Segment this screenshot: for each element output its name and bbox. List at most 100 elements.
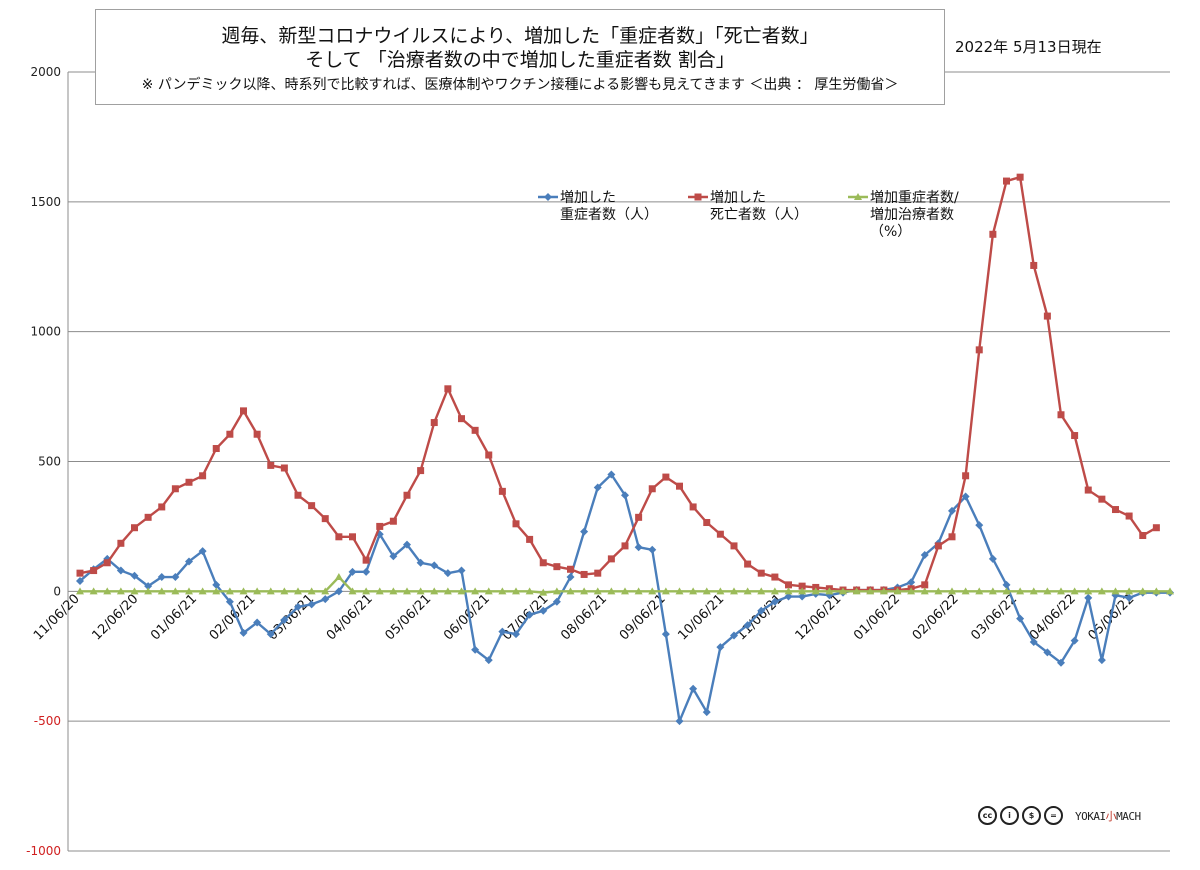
data-point (1043, 312, 1051, 320)
y-tick-label: 1000 (30, 325, 61, 339)
data-point (280, 615, 289, 624)
data-point (594, 569, 602, 577)
data-point (661, 630, 670, 639)
data-point (743, 587, 752, 595)
data-point (648, 485, 656, 493)
legend-label: 死亡者数（人） (710, 207, 808, 223)
data-point (962, 472, 970, 480)
data-point (198, 547, 207, 556)
data-point (1138, 587, 1147, 595)
data-point (948, 506, 956, 515)
data-point (580, 527, 589, 536)
data-point (417, 467, 425, 475)
data-point (321, 587, 330, 595)
y-tick-label: 500 (38, 455, 61, 469)
data-point (266, 630, 275, 639)
data-point (103, 559, 111, 567)
data-point (1152, 524, 1160, 532)
data-point (716, 530, 724, 538)
data-point (1125, 512, 1133, 520)
data-point (389, 587, 398, 595)
data-point (784, 587, 793, 595)
data-point (1098, 495, 1106, 503)
data-point (539, 606, 548, 615)
data-point (1030, 261, 1038, 269)
data-point (1097, 656, 1106, 665)
data-point (389, 552, 398, 561)
data-point (730, 631, 738, 640)
data-point (158, 503, 166, 511)
data-point (199, 472, 207, 480)
data-point (403, 540, 411, 549)
data-point (225, 597, 234, 606)
data-point (730, 587, 738, 595)
data-point (770, 597, 779, 606)
data-point (335, 533, 343, 541)
data-point (839, 587, 847, 595)
data-point (1084, 486, 1092, 494)
noderivatives-icon: = (1044, 806, 1063, 825)
data-point (144, 513, 152, 521)
data-point (389, 517, 397, 525)
data-point (457, 587, 466, 595)
chart-title-line1: 週毎、新型コロナウイルスにより、増加した「重症者数」「死亡者数」 (221, 25, 819, 47)
data-point (171, 573, 180, 582)
brand-mid: 小 (1105, 810, 1117, 823)
data-point (157, 573, 166, 582)
data-point (566, 587, 575, 595)
data-point (240, 407, 247, 415)
data-point (553, 563, 561, 571)
data-point (171, 587, 180, 595)
data-point (1043, 648, 1052, 657)
data-point (552, 587, 561, 595)
data-point (635, 513, 643, 521)
data-point (825, 587, 834, 595)
data-point (512, 587, 520, 595)
data-point (130, 571, 139, 580)
data-point (526, 535, 534, 543)
data-point (116, 587, 125, 595)
x-tick-label: 04/06/21 (324, 592, 376, 644)
data-point (185, 478, 193, 486)
data-point (89, 587, 98, 595)
data-point (144, 582, 153, 591)
data-point (76, 569, 84, 577)
data-point (757, 606, 766, 615)
data-point (566, 573, 575, 582)
data-point (784, 592, 793, 601)
legend-marker (854, 193, 862, 200)
data-point (321, 515, 329, 523)
data-point (307, 587, 316, 595)
data-point (226, 430, 234, 438)
data-point (661, 587, 670, 595)
data-point (253, 618, 262, 627)
data-point (416, 558, 425, 567)
legend-marker (544, 193, 552, 201)
data-point (349, 533, 356, 541)
data-point (457, 566, 466, 575)
data-point (702, 587, 711, 595)
data-point (512, 520, 520, 528)
data-point (988, 554, 997, 563)
data-point (1057, 658, 1065, 667)
data-point (280, 464, 288, 472)
chart-title-line2: そして 「治療者数の中で増加した重症者数 割合」 (305, 49, 735, 71)
noncommercial-icon: $ (1022, 806, 1041, 825)
data-point (770, 587, 779, 595)
data-point (1166, 587, 1174, 595)
data-point (485, 451, 493, 459)
x-tick-label: 10/06/21 (675, 592, 727, 644)
data-point (961, 492, 970, 501)
data-point (1125, 587, 1134, 595)
data-point (552, 597, 561, 606)
legend-label: 重症者数（人） (560, 207, 658, 223)
data-point (907, 587, 916, 595)
as-of-date: 2022年 5月13日現在 (955, 38, 1102, 56)
data-point (430, 561, 439, 570)
data-point (1084, 587, 1093, 595)
data-point (907, 578, 916, 587)
data-point (1070, 636, 1079, 645)
data-point (675, 717, 684, 726)
data-point (1016, 614, 1025, 623)
data-point (307, 600, 316, 609)
